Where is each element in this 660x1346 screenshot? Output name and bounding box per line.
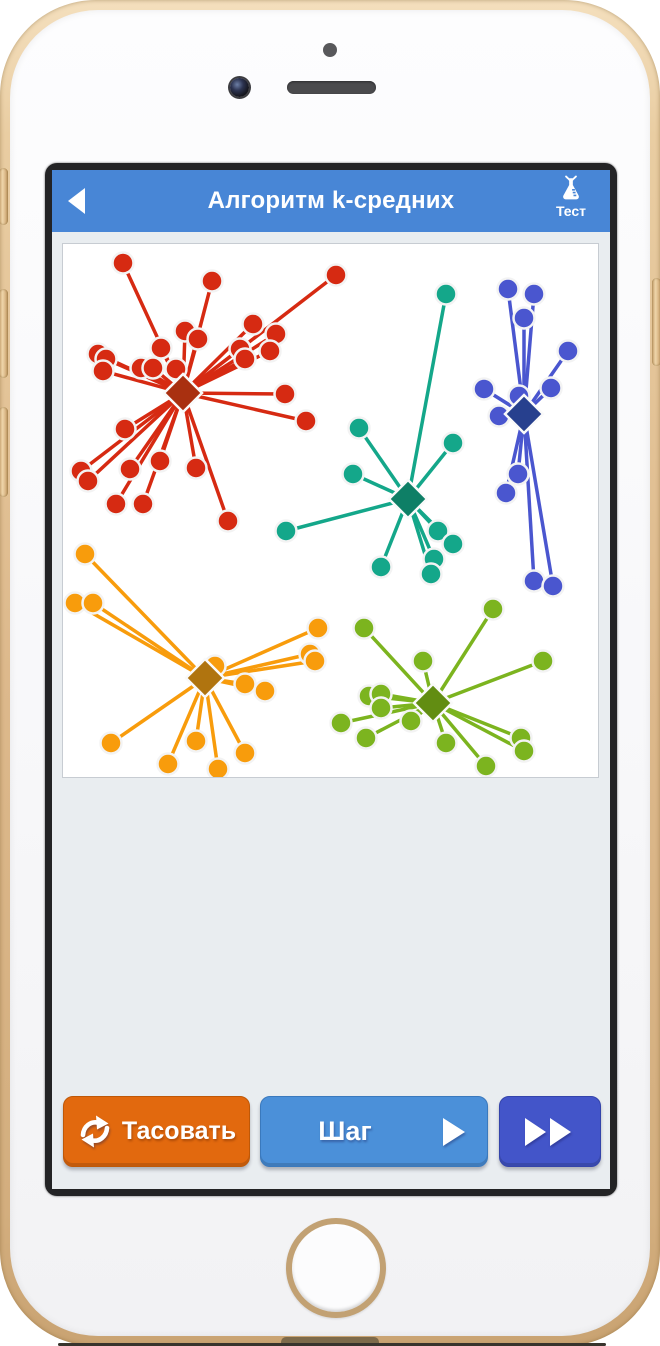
play-icon: [443, 1118, 465, 1146]
home-button: [286, 1218, 386, 1318]
power-button: [652, 278, 660, 366]
test-button[interactable]: Тест: [540, 175, 602, 229]
sensor-dot: [323, 43, 337, 57]
front-camera: [230, 78, 249, 97]
fast-forward-icon: [525, 1117, 571, 1146]
lightning-port: [281, 1337, 379, 1346]
back-button[interactable]: [68, 170, 108, 232]
step-label: Шаг: [318, 1116, 372, 1146]
fast-forward-button[interactable]: [499, 1096, 601, 1167]
mute-switch: [0, 168, 8, 225]
step-button[interactable]: Шаг: [260, 1096, 488, 1167]
cluster-plot-svg: [63, 251, 580, 777]
page-title: Алгоритм k-средних: [207, 187, 455, 214]
cluster-plot: [62, 243, 599, 778]
shuffle-label: Тасовать: [121, 1117, 237, 1145]
test-label: Тест: [555, 203, 587, 219]
volume-up-button: [0, 289, 8, 378]
bottom-edge-shadow: [58, 1343, 606, 1346]
speaker-grille: [287, 81, 376, 94]
back-arrow-icon: [68, 188, 85, 214]
shuffle-button[interactable]: Тасовать: [63, 1096, 250, 1167]
flask-icon: [563, 175, 579, 200]
shuffle-icon: [80, 1115, 110, 1148]
volume-down-button: [0, 407, 8, 497]
app-screen: Алгоритм k-средних Тест: [52, 170, 610, 1189]
app-header: Алгоритм k-средних Тест: [52, 170, 610, 232]
